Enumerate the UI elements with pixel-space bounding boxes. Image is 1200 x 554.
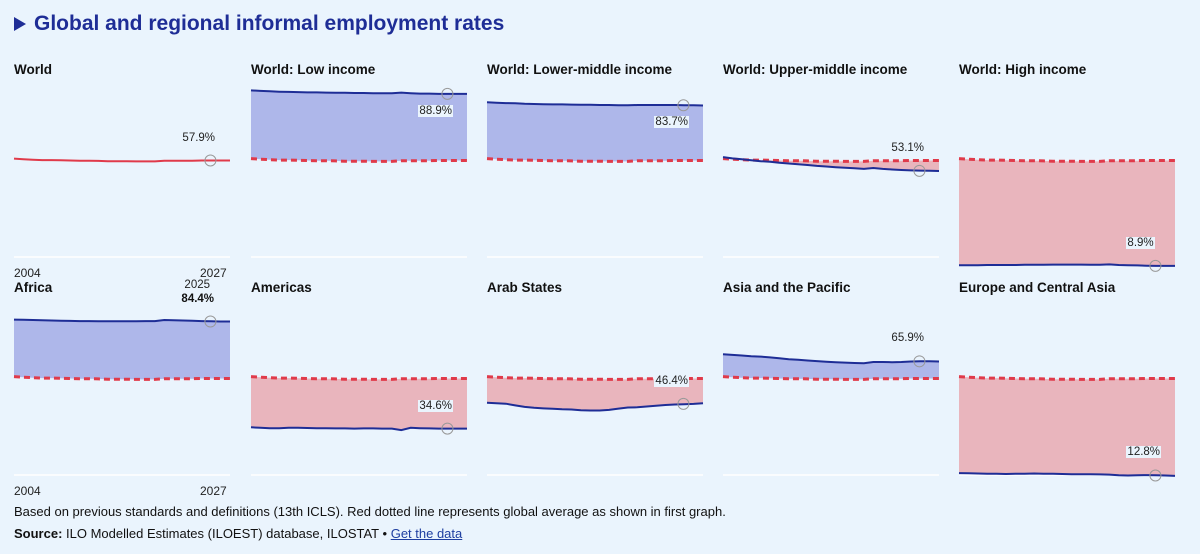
gap-area	[487, 102, 703, 162]
chart-plot	[722, 156, 940, 258]
end-value-label: 57.9%	[181, 131, 217, 144]
chart-title: Africa	[14, 280, 53, 295]
chart-panel: Arab States 46.4%	[486, 280, 712, 480]
end-point-marker[interactable]	[913, 355, 926, 368]
chart-title: Arab States	[487, 280, 563, 295]
chart-plot	[722, 353, 940, 476]
source-text: ILO Modelled Estimates (ILOEST) database…	[66, 526, 379, 541]
end-value-label: 88.9%	[418, 104, 454, 117]
footnote: Based on previous standards and definiti…	[14, 504, 726, 519]
chart-plot	[486, 99, 704, 258]
end-point-marker[interactable]	[441, 422, 454, 435]
gap-area	[487, 376, 703, 411]
x-axis-start-label: 2004	[14, 266, 41, 280]
end-year-label: 2025	[184, 278, 211, 291]
chart-plot	[13, 315, 230, 476]
end-value-label: 34.6%	[418, 399, 454, 412]
global-average-line	[13, 375, 230, 381]
chart-title: World: Upper-middle income	[723, 62, 908, 77]
x-axis-start-label: 2004	[14, 484, 41, 498]
gap-area	[251, 90, 467, 162]
chart-title: World: Low income	[251, 62, 376, 77]
series-line	[486, 401, 704, 412]
x-axis-end-label: 2027	[200, 484, 227, 498]
chart-title: Asia and the Pacific	[723, 280, 851, 295]
end-value-label: 84.4%	[181, 292, 215, 305]
end-point-marker[interactable]	[1149, 259, 1162, 272]
series-line	[722, 156, 940, 172]
end-value-label: 65.9%	[890, 332, 926, 345]
chart-panel: Americas 34.6%	[250, 280, 476, 480]
source-label: Source:	[14, 526, 63, 541]
chart-plot	[13, 154, 230, 258]
end-point-marker[interactable]	[204, 315, 217, 328]
end-point-marker[interactable]	[1149, 469, 1162, 482]
end-point-marker[interactable]	[677, 397, 690, 410]
global-average-line	[722, 375, 939, 381]
chart-title: World: High income	[959, 62, 1087, 77]
gap-area	[251, 376, 467, 431]
global-average-line	[486, 157, 703, 163]
page-header: Global and regional informal employment …	[14, 12, 504, 36]
series-line	[250, 426, 467, 432]
global-average-line	[958, 157, 1175, 163]
global-series-line	[13, 157, 230, 163]
end-value-label: 8.9%	[1126, 236, 1155, 249]
global-average-line	[250, 375, 467, 381]
global-average-line	[722, 157, 939, 163]
chart-panel: World: High income 8.9%	[958, 62, 1184, 272]
chart-title: Americas	[251, 280, 312, 295]
chart-panel: World: Low income 88.9%	[250, 62, 476, 262]
chart-panel: World: Lower-middle income 83.7%	[486, 62, 712, 262]
series-line	[722, 353, 940, 365]
source-separator: •	[382, 526, 388, 541]
chart-panel: Asia and the Pacific 65.9%	[722, 280, 948, 480]
end-point-marker[interactable]	[441, 87, 454, 100]
get-data-link[interactable]: Get the data	[390, 526, 463, 541]
chart-plot	[250, 87, 467, 258]
series-line	[486, 101, 704, 107]
end-value-label: 12.8%	[1126, 446, 1162, 459]
chart-panel: World 57.9% 2004 2027	[13, 62, 239, 280]
global-average-line	[958, 375, 1175, 381]
gap-area	[959, 376, 1175, 476]
series-line	[958, 472, 1176, 477]
global-average-line	[250, 157, 467, 163]
chart-title: World: Lower-middle income	[487, 62, 673, 77]
end-value-label: 53.1%	[890, 141, 926, 154]
gap-area	[723, 354, 939, 380]
gap-area	[959, 158, 1175, 266]
chart-title: Europe and Central Asia	[959, 280, 1116, 295]
gap-area	[14, 319, 230, 380]
chart-panel: Africa 84.4% 2025 2004 2027	[13, 278, 239, 498]
series-line	[13, 318, 230, 323]
chart-panel: World: Upper-middle income 53.1%	[722, 62, 948, 262]
chart-plot	[958, 157, 1175, 272]
chart-plot	[250, 375, 467, 476]
series-line	[959, 263, 1175, 267]
series-line	[250, 89, 467, 95]
chart-panel: Europe and Central Asia 12.8%	[958, 280, 1184, 482]
chart-plot	[486, 375, 704, 476]
end-value-label: 83.7%	[654, 116, 690, 129]
collapse-triangle-icon[interactable]	[14, 17, 26, 31]
end-point-marker[interactable]	[913, 164, 926, 177]
chart-title: World	[14, 62, 52, 77]
x-axis-end-label: 2027	[200, 266, 227, 280]
end-value-label: 46.4%	[654, 374, 690, 387]
end-point-marker[interactable]	[204, 154, 217, 167]
end-point-marker[interactable]	[677, 99, 690, 112]
source-line: Source: ILO Modelled Estimates (ILOEST) …	[14, 526, 462, 541]
chart-plot	[958, 375, 1176, 482]
page-title: Global and regional informal employment …	[34, 12, 505, 35]
